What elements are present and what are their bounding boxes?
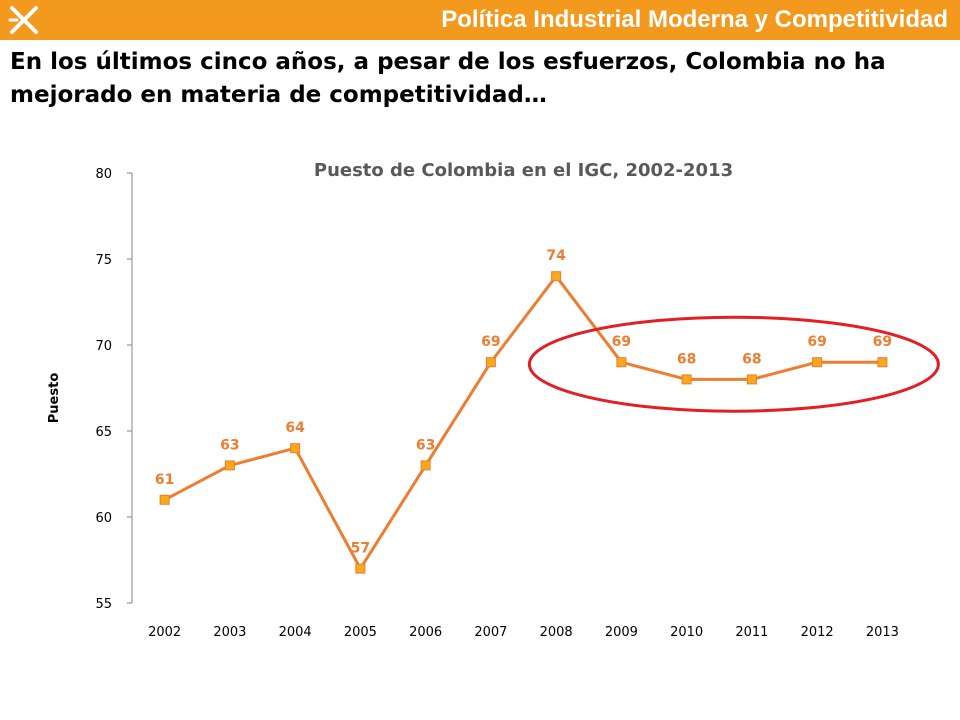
x-tick-label: 2003 [213, 625, 246, 640]
x-tick-label: 2005 [344, 625, 377, 640]
header-title: Política Industrial Moderna y Competitiv… [441, 6, 948, 33]
data-label: 69 [873, 334, 892, 350]
x-tick-label: 2009 [605, 625, 638, 640]
y-axis-label: Puesto [47, 373, 62, 424]
chart-container: Puesto de Colombia en el IGC, 2002-2013 5… [0, 140, 960, 660]
data-point [355, 563, 366, 574]
x-tick-label: 2008 [540, 625, 573, 640]
data-point [551, 271, 562, 282]
data-label: 69 [612, 334, 631, 350]
data-label: 68 [677, 351, 696, 367]
data-point [224, 460, 235, 471]
data-label: 74 [546, 248, 566, 264]
x-tick-label: 2006 [409, 625, 442, 640]
y-tick-label: 60 [95, 511, 112, 526]
x-tick-label: 2011 [735, 625, 768, 640]
chart-title: Puesto de Colombia en el IGC, 2002-2013 [314, 160, 733, 181]
data-label: 63 [220, 437, 239, 453]
x-logo-icon [8, 6, 38, 34]
x-tick-label: 2004 [279, 625, 312, 640]
data-point [877, 357, 888, 368]
data-label: 68 [742, 351, 761, 367]
data-point [420, 460, 431, 471]
x-tick-label: 2013 [866, 625, 899, 640]
x-tick-label: 2007 [474, 625, 507, 640]
data-point [616, 357, 627, 368]
data-label: 69 [481, 334, 500, 350]
y-tick-label: 75 [95, 253, 112, 268]
y-tick-label: 80 [95, 167, 112, 182]
data-point [159, 494, 170, 505]
line-chart: Puesto de Colombia en el IGC, 2002-2013 5… [47, 160, 940, 640]
highlight-ellipse [527, 315, 940, 413]
y-tick-label: 65 [95, 425, 112, 440]
y-tick-label: 55 [95, 597, 112, 612]
x-tick-label: 2012 [801, 625, 834, 640]
series-line [163, 274, 883, 571]
data-label: 61 [155, 472, 174, 488]
x-tick-label: 2002 [148, 625, 181, 640]
data-point [290, 443, 301, 454]
data-label: 57 [351, 541, 370, 557]
data-point [485, 357, 496, 368]
data-label: 63 [416, 437, 435, 453]
y-tick-label: 70 [95, 339, 112, 354]
x-tick-label: 2010 [670, 625, 703, 640]
header-bar: Política Industrial Moderna y Competitiv… [0, 0, 960, 40]
data-label: 69 [807, 334, 826, 350]
data-point [812, 357, 823, 368]
data-point [681, 374, 692, 385]
headline: En los últimos cinco años, a pesar de lo… [10, 49, 886, 108]
data-point [746, 374, 757, 385]
data-label: 64 [285, 420, 305, 436]
